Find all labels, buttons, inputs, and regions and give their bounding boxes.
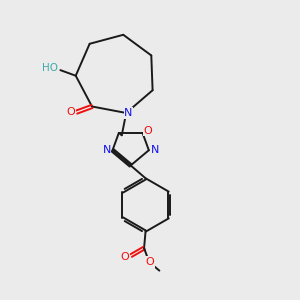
Text: N: N — [102, 145, 111, 155]
Text: HO: HO — [42, 63, 58, 73]
Text: O: O — [66, 107, 75, 117]
Text: O: O — [143, 125, 152, 136]
Text: N: N — [124, 108, 133, 118]
Text: O: O — [121, 252, 130, 262]
Text: N: N — [151, 145, 159, 154]
Text: O: O — [146, 257, 154, 267]
